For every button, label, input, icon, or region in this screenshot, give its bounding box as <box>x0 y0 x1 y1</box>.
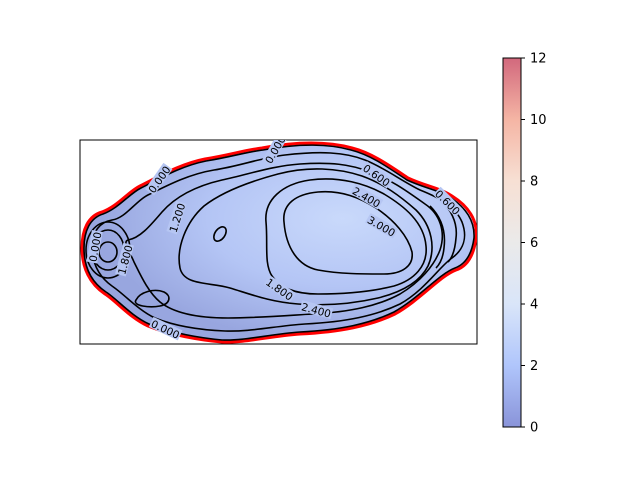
colorbar-tick-label-2: 2 <box>530 359 538 374</box>
contour-label: 0.000 <box>86 230 105 264</box>
contour-line-1.8 <box>178 168 433 306</box>
contour-line-1.2 <box>125 162 444 319</box>
colorbar-ticks: 0 2 4 6 8 10 12 <box>521 52 547 436</box>
colorbar-tick-label-0: 0 <box>530 421 538 436</box>
contour-plot: 0.000 0.6001.2001.8002.4003.0000.0000.600… <box>80 140 477 344</box>
colorbar-tick-label-12: 12 <box>530 52 547 67</box>
contour-island-small <box>213 226 227 242</box>
contour-line-3.0 <box>283 190 413 275</box>
contour-line-0.6 <box>91 151 466 332</box>
filled-region <box>82 143 477 343</box>
domain-boundary <box>80 141 477 344</box>
colorbar <box>502 57 522 428</box>
svg-text:0.000: 0.000 <box>87 231 104 263</box>
contour-line-0 <box>83 144 475 341</box>
contour-right-edge-2 <box>429 205 446 269</box>
contour-pocket-lower-left <box>134 289 170 308</box>
colorbar-tick-label-4: 4 <box>530 298 538 313</box>
colorbar-tick-label-10: 10 <box>530 113 547 128</box>
colorbar-tick-label-6: 6 <box>530 236 538 251</box>
colorbar-tick-label-8: 8 <box>530 175 538 190</box>
